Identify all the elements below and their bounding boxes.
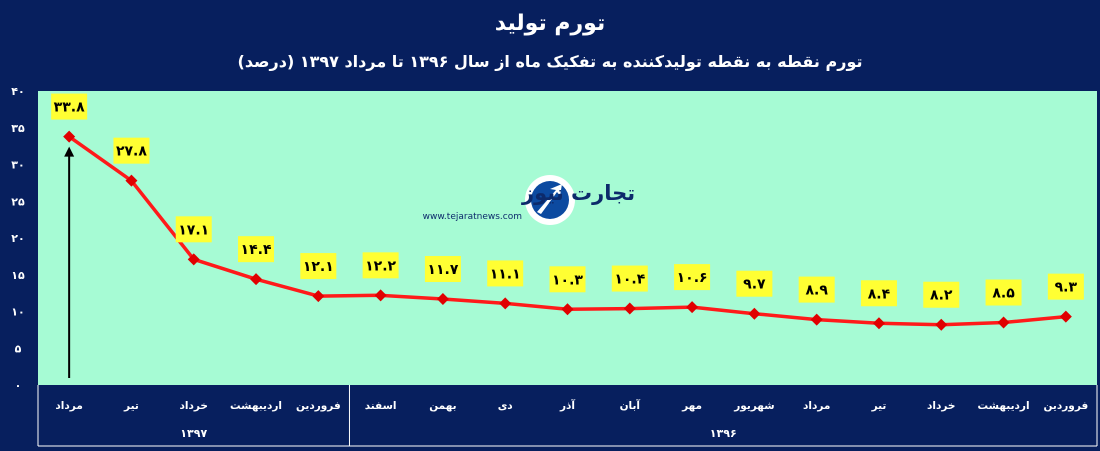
data-label: ۳۳.۸: [54, 100, 85, 116]
data-label: ۱۲.۲: [365, 258, 396, 274]
data-label-box: [860, 280, 897, 307]
x-tick-label: فروردین: [296, 400, 341, 412]
data-point: [374, 289, 387, 302]
x-tick-label: مهر: [681, 400, 702, 412]
data-point: [499, 297, 512, 310]
x-tick-label: تیر: [871, 400, 887, 412]
data-labels: ۹.۳ ۸.۵ ۸.۲ ۸.۴ ۸.۹ ۹.۷ ۱۰.۶ ۱۰.۴ ۱۰.۳ ۱۱.۱ ۱۱.۷ ۱۲…: [51, 93, 1084, 308]
data-label: ۸.۹: [805, 283, 828, 299]
data-label: ۲۷.۸: [116, 144, 147, 160]
y-tick-label: ۱۵: [11, 269, 25, 282]
x-tick-label: شهریور: [733, 400, 774, 412]
x-tick-label: اردیبهشت: [978, 400, 1030, 412]
x-tick-label: مرداد: [55, 400, 82, 412]
x-tick-label: خرداد: [179, 400, 207, 412]
x-tick-label: آبان: [620, 399, 641, 412]
data-label-box: [51, 93, 88, 120]
data-label: ۱۰.۴: [614, 272, 645, 288]
data-point: [935, 318, 948, 331]
data-point: [997, 316, 1010, 329]
data-point: [250, 273, 263, 286]
data-point: [125, 174, 138, 187]
data-label-box: [300, 253, 337, 280]
logo-url: www.tejaratnews.com: [423, 212, 522, 222]
data-label: ۱۷.۱: [178, 222, 209, 238]
series-production-inflation: [63, 130, 1072, 331]
data-label: ۱۲.۱: [303, 259, 334, 275]
data-point: [872, 317, 885, 330]
data-point: [1059, 310, 1072, 323]
x-tick-label: مرداد: [803, 400, 830, 412]
x-axis-frame: [37, 385, 1098, 447]
data-point: [686, 301, 699, 314]
data-point: [810, 313, 823, 326]
y-axis: ۰ ۵ ۱۰ ۱۵ ۲۰ ۲۵ ۳۰ ۳۵ ۴۰: [11, 85, 25, 392]
y-tick-label: ۱۰: [11, 306, 24, 319]
data-label-box: [113, 137, 150, 164]
chart-subtitle: تورم نقطه به نقطه تولیدکننده به تفکیک ما…: [238, 52, 863, 71]
data-label-box: [1047, 273, 1084, 300]
data-point: [187, 253, 200, 266]
data-label-box: [674, 264, 711, 291]
arrow-head: [64, 146, 75, 157]
data-label-box: [549, 266, 586, 293]
x-tick-label: دی: [498, 400, 514, 412]
data-point: [748, 307, 761, 320]
y-tick-label: ۲۰: [11, 232, 24, 245]
x-tick-label: فروردین: [1043, 400, 1088, 412]
y-tick-label: ۲۵: [11, 195, 25, 208]
data-point: [623, 302, 636, 315]
annotations: [64, 146, 75, 378]
data-label-box: [611, 265, 648, 292]
x-axis-categories: فروردین اردیبهشت خرداد تیر مرداد شهریور مهر آبا…: [55, 399, 1088, 440]
chart-title: تورم تولید: [495, 11, 606, 36]
x-tick-label: خرداد: [927, 400, 955, 412]
data-label: ۱۰.۳: [552, 272, 583, 288]
data-label: ۹.۷: [743, 277, 766, 293]
data-point: [561, 303, 574, 316]
y-tick-label: ۳۰: [11, 159, 24, 172]
data-point: [312, 290, 325, 303]
data-label: ۸.۲: [930, 288, 953, 304]
data-label-box: [424, 256, 461, 283]
y-tick-label: ۳۵: [11, 122, 25, 135]
y-tick-label: ۰: [15, 379, 22, 392]
data-label-box: [362, 252, 399, 279]
data-label-box: [736, 270, 773, 297]
data-label-box: [487, 260, 524, 287]
year-group-label: ۱۳۹۶: [710, 427, 737, 440]
y-tick-label: ۵: [15, 342, 22, 355]
data-label: ۸.۵: [992, 286, 1015, 302]
year-group-label: ۱۳۹۷: [180, 427, 207, 440]
plot-area: [38, 91, 1097, 385]
data-label: ۸.۴: [868, 286, 891, 302]
data-label: ۱۱.۱: [490, 266, 521, 282]
data-label: ۱۴.۴: [241, 242, 272, 258]
data-point: [63, 130, 76, 143]
x-tick-label: اردیبهشت: [230, 400, 282, 412]
data-label-box: [923, 281, 960, 308]
data-point: [436, 293, 449, 306]
data-label-box: [175, 216, 212, 243]
data-label-box: [238, 236, 275, 263]
x-tick-label: تیر: [123, 400, 139, 412]
x-tick-label: اسفند: [365, 400, 397, 412]
data-label: ۱۱.۷: [427, 262, 458, 278]
arrow-logo-icon: [537, 184, 562, 214]
tejarat-news-logo: تجارت نیوز www.tejaratnews.com: [423, 175, 635, 225]
x-tick-label: بهمن: [429, 400, 456, 412]
data-label-box: [985, 279, 1022, 306]
logo-text: تجارت نیوز: [521, 181, 635, 205]
data-label: ۹.۳: [1055, 280, 1078, 296]
data-label: ۱۰.۶: [677, 270, 708, 286]
data-label-box: [798, 276, 835, 303]
x-tick-label: آذر: [559, 399, 575, 412]
y-tick-label: ۴۰: [11, 85, 24, 98]
